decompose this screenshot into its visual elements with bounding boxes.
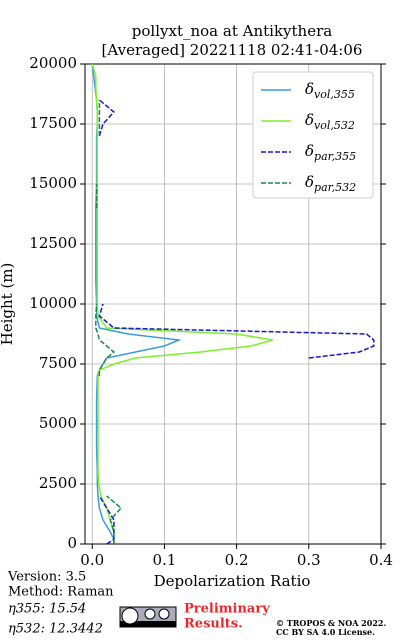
preliminary: Preliminary xyxy=(184,602,270,617)
x-tick-label: 0.2 xyxy=(225,551,249,569)
version: Version: 3.5 xyxy=(7,570,86,585)
legend-box xyxy=(252,71,374,199)
y-tick-label: 20000 xyxy=(29,54,77,72)
chart-subtitle: [Averaged] 20221118 02:41-04:06 xyxy=(102,41,363,59)
cc-logo xyxy=(119,606,177,628)
legend-label: δpar,355 xyxy=(305,142,356,163)
legend-label: δpar,532 xyxy=(305,173,356,194)
y-tick-label: 2500 xyxy=(39,474,77,492)
copyright: CC BY SA 4.0 License. xyxy=(276,627,375,637)
y-label: Height (m) xyxy=(0,263,16,346)
legend-label: δvol,355 xyxy=(305,80,355,101)
y-tick-label: 12500 xyxy=(29,234,77,252)
y-tick-label: 0 xyxy=(67,534,77,552)
eta532: η532: 12.3442 xyxy=(8,622,103,637)
x-tick-label: 0.0 xyxy=(80,551,104,569)
legend: δvol,355 δvol,532 δpar,355 δpar,532 xyxy=(252,71,374,199)
y-tick-label: 7500 xyxy=(39,354,77,372)
y-tick-label: 15000 xyxy=(29,174,77,192)
x-tick-label: 0.3 xyxy=(297,551,321,569)
y-tick-label: 5000 xyxy=(39,414,77,432)
y-tick-label: 17500 xyxy=(29,114,77,132)
copyright: © TROPOS & NOA 2022. xyxy=(276,618,386,628)
y-tick-label: 10000 xyxy=(29,294,77,312)
method: Method: Raman xyxy=(8,585,114,600)
plot-frame xyxy=(84,63,382,545)
eta355: η355: 15.54 xyxy=(8,602,86,617)
legend-label: δvol,532 xyxy=(305,111,355,132)
chart-title: pollyxt_noa at Antikythera xyxy=(132,22,332,40)
x-tick-label: 0.1 xyxy=(152,551,176,569)
x-tick-label: 0.4 xyxy=(369,551,393,569)
preliminary: Results. xyxy=(184,617,243,632)
profile-line xyxy=(96,76,121,544)
profile-line xyxy=(91,63,273,544)
x-label: Depolarization Ratio xyxy=(154,572,311,590)
